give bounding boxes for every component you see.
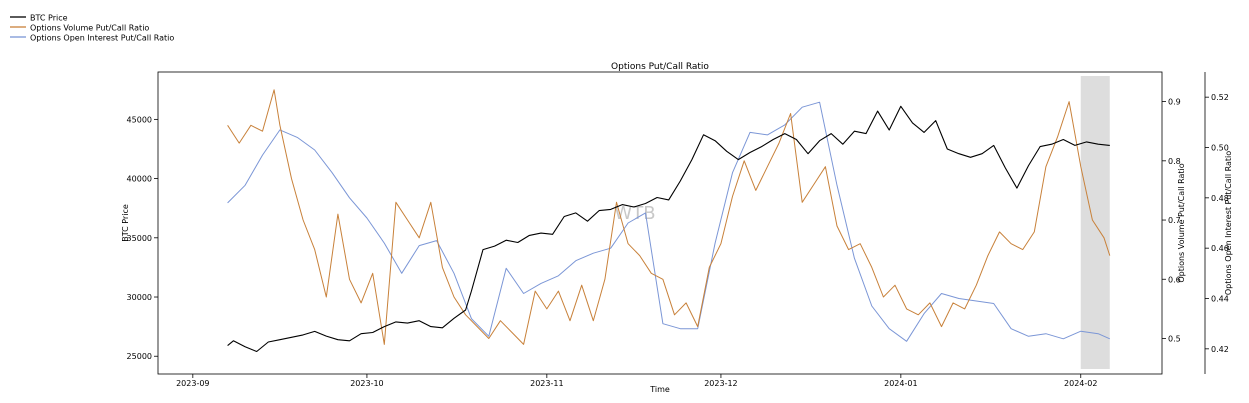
y-right1-tick-label: 0.5 <box>1168 334 1181 343</box>
plot-area <box>157 71 1163 375</box>
watermark: WTB <box>614 203 655 224</box>
y-right1-tick-label: 0.7 <box>1168 216 1181 225</box>
x-tick-label: 2023-12 <box>704 379 737 388</box>
legend-label-volume: Options Volume Put/Call Ratio <box>30 24 149 33</box>
y-left-tick-label: 30000 <box>127 293 152 302</box>
legend-label-btc: BTC Price <box>30 14 68 23</box>
series-line-oi <box>227 101 1111 342</box>
y-left-tick-label: 45000 <box>127 115 152 124</box>
x-tick-label: 2023-10 <box>350 379 383 388</box>
y-left-tick-label: 25000 <box>127 352 152 361</box>
y-right2-tick-label: 0.48 <box>1211 194 1229 203</box>
series-line-volume <box>227 89 1111 345</box>
x-tick-label: 2024-01 <box>884 379 917 388</box>
x-axis-label: Time <box>649 385 670 394</box>
y-right1-tick-label: 0.8 <box>1168 157 1181 166</box>
x-tick-label: 2023-09 <box>176 379 209 388</box>
legend-label-oi: Options Open Interest Put/Call Ratio <box>30 34 174 43</box>
series-line-btc <box>227 105 1110 353</box>
chart-title: Options Put/Call Ratio <box>611 62 709 72</box>
y-axis-right2-label: Options Open Interest Put/Call Ratio <box>1224 151 1233 295</box>
y-left-tick-label: 35000 <box>127 234 152 243</box>
y-right2-tick-label: 0.42 <box>1211 345 1229 354</box>
series-layer <box>227 89 1111 353</box>
y-right2-tick-label: 0.52 <box>1211 93 1229 102</box>
y-right2-tick-label: 0.44 <box>1211 295 1229 304</box>
y-right1-tick-label: 0.9 <box>1168 98 1181 107</box>
legend: BTC Price Options Volume Put/Call Ratio … <box>10 14 174 43</box>
highlight-layer <box>1080 76 1110 369</box>
y-right1-tick-label: 0.6 <box>1168 275 1181 284</box>
y-right2-tick-label: 0.46 <box>1211 244 1229 253</box>
axis-layer: 2023-09 2023-10 2023-11 2023-12 2024-01 2024-… <box>127 93 1229 388</box>
y-axis-left-label: BTC Price <box>121 204 130 242</box>
x-tick-label: 2023-11 <box>530 379 563 388</box>
x-tick-label: 2024-02 <box>1064 379 1097 388</box>
highlight-band <box>1080 76 1110 369</box>
y-right2-tick-label: 0.50 <box>1211 144 1229 153</box>
y-left-tick-label: 40000 <box>127 175 152 184</box>
y-axis-right1-label: Options Volume Put/Call Ratio <box>1177 163 1186 282</box>
